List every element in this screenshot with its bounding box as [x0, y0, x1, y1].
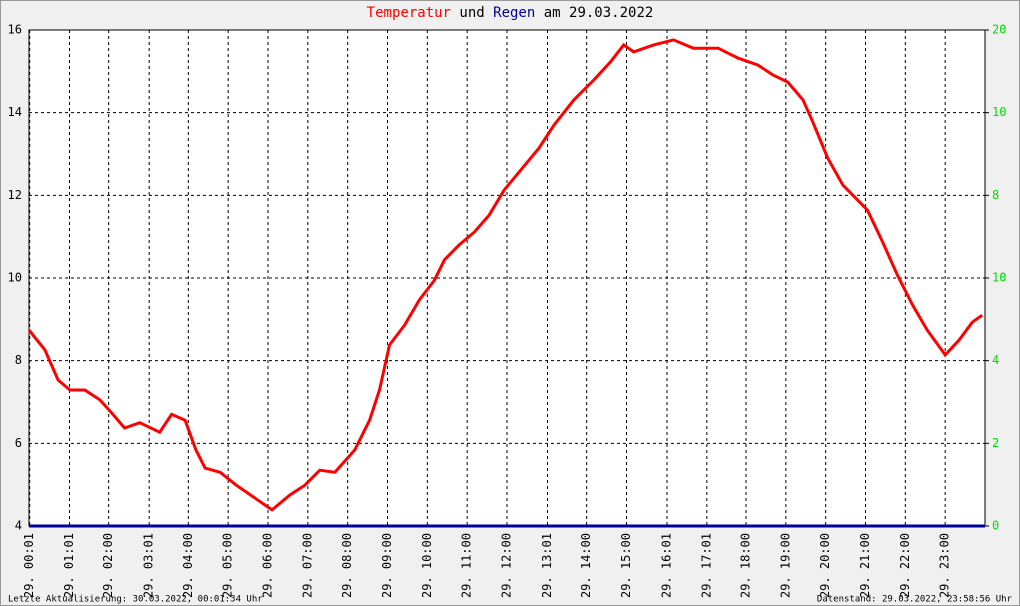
y-tick-label: 10	[8, 271, 22, 285]
series-line	[27, 38, 984, 512]
title-connector: und	[459, 5, 484, 21]
x-tick-label: 29. 02:00	[101, 533, 115, 598]
x-tick-label: 29. 20:00	[818, 533, 832, 598]
x-tick-label: 29. 04:00	[181, 533, 195, 598]
y-tick-label: 14	[8, 105, 22, 119]
x-tick-label: 29. 18:00	[739, 533, 753, 598]
y2-tick-label: 0	[992, 519, 999, 533]
x-tick-label: 29. 12:00	[500, 533, 514, 598]
y-tick-label: 8	[15, 353, 22, 367]
x-tick-label: 29. 15:00	[619, 533, 633, 598]
x-tick-label: 29. 10:00	[420, 533, 434, 598]
y2-tick-label: 2	[992, 436, 999, 450]
x-tick-label: 29. 23:00	[938, 533, 952, 598]
y2-tick-label: 4	[992, 353, 999, 367]
footer-left: Letzte Aktualisierung: 30.03.2022, 00:01…	[8, 595, 263, 605]
title-series-a: Temperatur	[367, 5, 451, 21]
x-tick-label: 29. 05:00	[221, 533, 235, 598]
x-tick-label: 29. 08:00	[340, 533, 354, 598]
y2-tick-label: 8	[992, 188, 999, 202]
y2-tick-label: 20	[992, 23, 1006, 37]
title-date: am 29.03.2022	[544, 5, 654, 21]
x-tick-label: 29. 21:00	[858, 533, 872, 598]
x-tick-label: 29. 03:01	[142, 533, 156, 598]
footer-right: Datenstand: 29.03.2022, 23:58:56 Uhr	[817, 595, 1013, 605]
x-tick-label: 29. 00:01	[22, 533, 36, 598]
y-tick-label: 4	[15, 519, 22, 533]
x-tick-label: 29. 11:00	[460, 533, 474, 598]
y-tick-label: 12	[8, 188, 22, 202]
x-tick-label: 29. 13:01	[540, 533, 554, 598]
x-tick-label: 29. 09:00	[380, 533, 394, 598]
x-tick-label: 29. 01:01	[62, 533, 76, 598]
x-tick-label: 29. 16:01	[660, 533, 674, 598]
title-series-b: Regen	[493, 5, 535, 21]
x-tick-label: 29. 17:01	[699, 533, 713, 598]
y-tick-label: 6	[15, 436, 22, 450]
chart-title: Temperatur und Regen am 29.03.2022	[367, 5, 654, 21]
y2-tick-label: 10	[992, 271, 1006, 285]
y2-tick-label: 10	[992, 105, 1006, 119]
x-tick-label: 29. 06:00	[261, 533, 275, 598]
x-tick-label: 29. 07:00	[300, 533, 314, 598]
y-tick-label: 16	[8, 23, 22, 37]
x-tick-label: 29. 19:00	[778, 533, 792, 598]
x-tick-label: 29. 22:00	[898, 533, 912, 598]
x-tick-label: 29. 14:00	[579, 533, 593, 598]
